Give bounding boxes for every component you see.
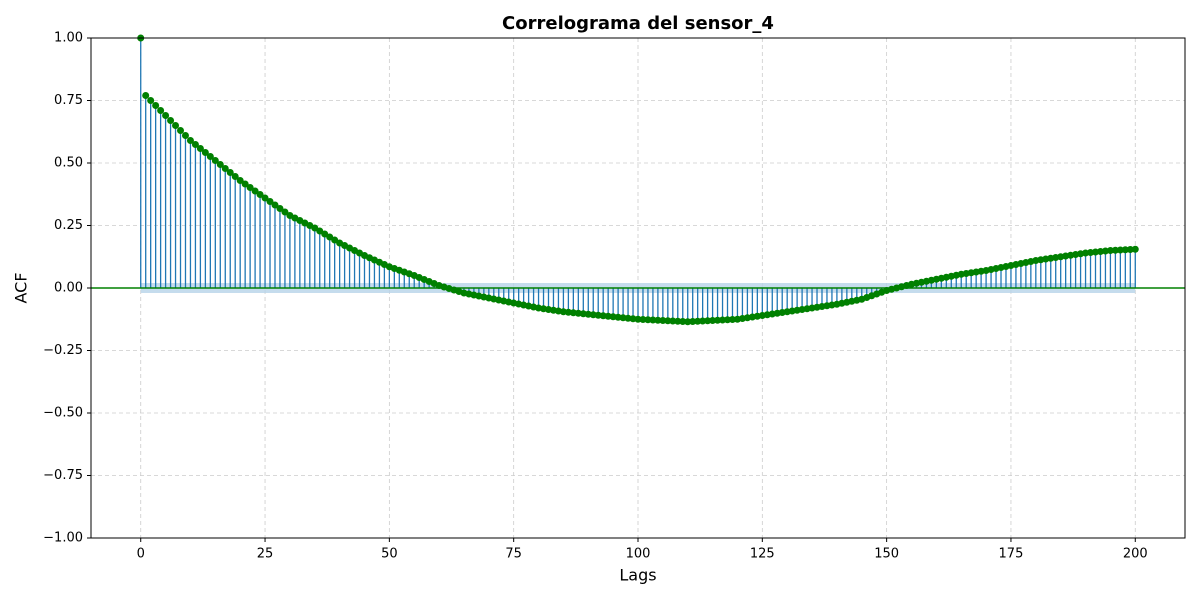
marker xyxy=(191,141,199,148)
marker xyxy=(654,316,662,324)
plot-frame xyxy=(90,37,1186,539)
marker xyxy=(669,317,677,325)
marker xyxy=(261,194,269,202)
x-tick-label: 200 xyxy=(1123,547,1148,562)
x-tick-label: 0 xyxy=(137,547,145,562)
marker xyxy=(157,107,165,114)
y-tick-label: 0.25 xyxy=(54,218,83,233)
marker xyxy=(256,191,264,198)
marker xyxy=(216,161,224,168)
y-tick-label: 0.75 xyxy=(54,93,83,108)
marker xyxy=(186,137,194,144)
marker xyxy=(704,317,712,325)
y-axis-label: ACF xyxy=(12,272,31,303)
marker xyxy=(162,112,170,119)
marker xyxy=(714,316,722,324)
x-axis-label: Lags xyxy=(619,566,656,585)
marker xyxy=(659,317,667,324)
marker xyxy=(1116,246,1124,254)
marker xyxy=(196,145,204,152)
chart-title: Correlograma del sensor_4 xyxy=(502,13,774,34)
marker xyxy=(699,317,707,325)
marker xyxy=(271,201,279,209)
marker xyxy=(231,173,239,180)
marker xyxy=(634,315,642,323)
marker xyxy=(689,318,697,325)
marker xyxy=(181,132,189,139)
y-tick-label: 1.00 xyxy=(54,31,83,46)
marker xyxy=(172,122,180,129)
marker xyxy=(142,92,150,99)
marker xyxy=(226,169,234,176)
y-tick-label: −0.75 xyxy=(43,468,83,483)
marker xyxy=(649,316,657,324)
y-tick-label: 0.50 xyxy=(54,156,83,171)
x-tick-label: 125 xyxy=(750,547,775,562)
x-tick-label: 150 xyxy=(874,547,899,562)
marker xyxy=(1106,247,1114,254)
marker xyxy=(1111,246,1119,254)
marker xyxy=(211,157,219,164)
marker xyxy=(266,198,274,205)
marker xyxy=(236,177,244,184)
marker xyxy=(276,205,284,212)
y-tick-label: 0.00 xyxy=(54,281,83,296)
marker xyxy=(674,317,682,325)
marker xyxy=(1131,245,1139,253)
marker xyxy=(251,187,259,195)
y-tick-label: −0.50 xyxy=(43,406,83,421)
marker xyxy=(206,153,214,160)
marker xyxy=(177,127,185,134)
marker xyxy=(694,317,702,325)
marker xyxy=(246,184,254,191)
marker xyxy=(241,180,249,188)
marker xyxy=(719,316,727,324)
marker xyxy=(147,97,155,104)
x-tick-label: 175 xyxy=(999,547,1024,562)
marker xyxy=(1126,246,1134,253)
y-tick-label: −0.25 xyxy=(43,343,83,358)
marker xyxy=(724,316,732,324)
x-tick-label: 50 xyxy=(381,547,398,562)
marker xyxy=(1121,246,1129,254)
y-tick-label: −1.00 xyxy=(43,531,83,546)
marker xyxy=(167,117,175,124)
x-tick-label: 100 xyxy=(626,547,651,562)
x-tick-label: 25 xyxy=(257,547,274,562)
marker xyxy=(644,316,652,324)
marker xyxy=(728,316,736,323)
marker xyxy=(639,316,647,323)
marker xyxy=(152,102,160,109)
marker xyxy=(201,149,209,156)
x-tick-label: 75 xyxy=(505,547,522,562)
marker xyxy=(684,318,692,326)
marker xyxy=(709,317,717,324)
marker xyxy=(281,208,289,216)
marker xyxy=(664,317,672,325)
marker xyxy=(221,165,229,172)
marker xyxy=(679,318,687,325)
